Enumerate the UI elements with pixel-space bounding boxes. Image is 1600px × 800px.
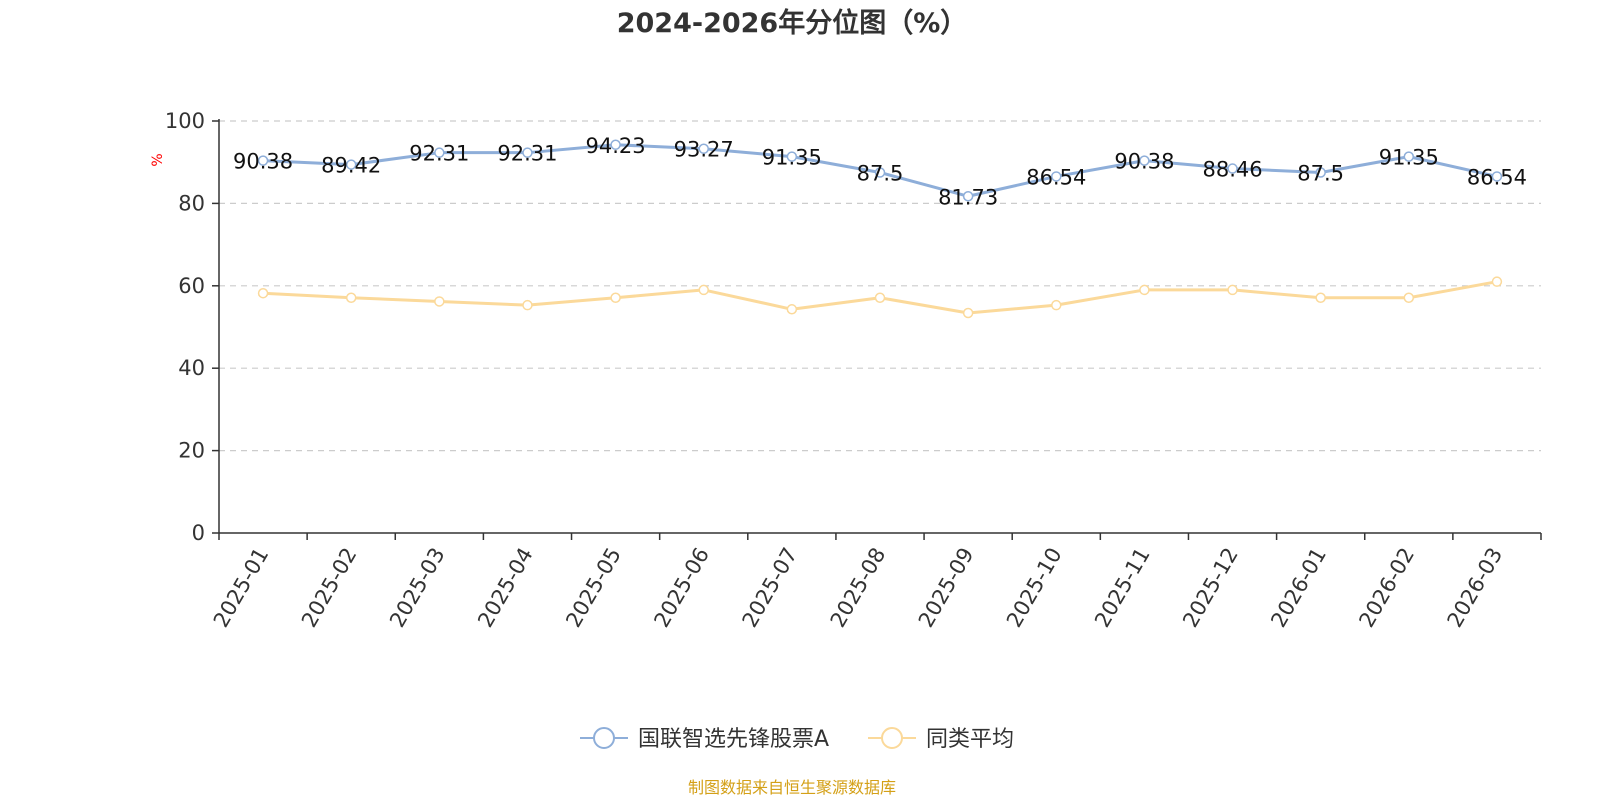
series-0-point <box>698 143 709 154</box>
series-0-point <box>434 147 445 158</box>
series-0-point <box>1139 155 1150 166</box>
series-1-point <box>786 304 798 315</box>
y-tick-label: 60 <box>178 274 205 298</box>
series-1-point <box>1491 276 1503 287</box>
series-1-point <box>874 292 886 303</box>
data-label: 88.46 <box>1202 158 1262 182</box>
data-source-note: 制图数据来自恒生聚源数据库 <box>688 778 896 797</box>
series-1-point <box>962 307 974 319</box>
x-tick-label: 2025-03 <box>385 544 450 632</box>
x-tick-label: 2025-05 <box>561 544 626 632</box>
series-1-point <box>522 299 533 311</box>
series-1-point <box>1403 292 1415 303</box>
x-tick-label: 2025-08 <box>826 544 891 632</box>
legend-item-fund[interactable]: 国联智选先锋股票A <box>580 727 829 752</box>
series-0-point <box>610 139 621 151</box>
data-label: 87.5 <box>857 162 904 186</box>
series-1-point <box>610 292 621 303</box>
series-0-point <box>1051 171 1062 182</box>
series-1-point <box>345 292 357 303</box>
series-0-point <box>522 147 533 158</box>
x-tick-label: 2025-02 <box>297 544 362 632</box>
y-tick-label: 0 <box>192 521 205 545</box>
data-label: 92.31 <box>409 142 469 166</box>
y-tick-label: 100 <box>165 109 205 133</box>
y-tick-label: 40 <box>178 356 205 380</box>
data-label: 90.38 <box>1114 150 1174 174</box>
data-labels: 90.38 89.42 92.31 92.31 94.23 93.27 91.35 87.5 8… <box>233 134 1527 210</box>
x-tick-label: 2025-07 <box>738 544 803 632</box>
series-0-point <box>786 151 798 162</box>
legend-label-fund: 国联智选先锋股票A <box>638 727 829 752</box>
data-label: 89.42 <box>321 154 381 178</box>
data-label: 94.23 <box>586 134 646 158</box>
legend-item-category-average[interactable]: 同类平均 <box>868 727 1014 752</box>
series-0-point <box>1315 167 1326 178</box>
legend-marker-fund <box>593 727 615 749</box>
legend-label-category-average: 同类平均 <box>926 727 1014 752</box>
series-1-point <box>1139 284 1150 296</box>
series-0-point <box>345 159 357 170</box>
series-0-point <box>1491 171 1503 182</box>
series-lines <box>257 139 1503 319</box>
x-tick-label: 2026-03 <box>1443 544 1508 632</box>
legend-marker-category-average <box>881 727 903 749</box>
series-0-point <box>1227 163 1238 174</box>
series-0-point <box>1403 151 1415 162</box>
x-tick-label: 2025-09 <box>914 544 979 632</box>
x-tick-label: 2026-01 <box>1266 544 1331 632</box>
data-label: 81.73 <box>938 185 998 209</box>
data-label: 91.35 <box>762 146 822 170</box>
series-1-point <box>257 287 269 299</box>
data-label: 91.35 <box>1379 146 1439 170</box>
x-tick-label: 2025-01 <box>209 544 274 632</box>
series-0-point <box>257 155 269 166</box>
legend: 国联智选先锋股票A 同类平均 <box>580 727 1014 752</box>
y-axis-ticks: 0 20 40 60 80 100 <box>165 109 219 545</box>
data-label: 86.54 <box>1026 165 1086 189</box>
data-label: 86.54 <box>1467 165 1527 189</box>
data-label: 93.27 <box>674 138 734 162</box>
series-1-point <box>698 284 709 296</box>
x-tick-label: 2025-11 <box>1090 544 1155 632</box>
grid-lines <box>219 120 1541 452</box>
series-1-point <box>1315 292 1326 303</box>
x-tick-label: 2026-02 <box>1354 544 1419 632</box>
y-tick-label: 20 <box>178 439 205 463</box>
x-tick-label: 2025-12 <box>1178 544 1243 632</box>
x-tick-label: 2025-06 <box>649 544 714 632</box>
x-axis-ticks: 2025-01 2025-02 2025-03 2025-04 2025-05 2025-… <box>209 533 1542 632</box>
data-label: 87.5 <box>1297 162 1344 186</box>
chart-title: 2024-2026年分位图（%） <box>617 7 968 39</box>
data-label: 92.31 <box>497 142 557 166</box>
y-tick-label: 80 <box>178 191 205 215</box>
series-0-point <box>962 191 974 202</box>
axes <box>218 119 1541 534</box>
series-1-point <box>1227 284 1238 296</box>
y-axis-label: % <box>150 153 166 166</box>
x-tick-label: 2025-04 <box>473 544 538 632</box>
series-1-point <box>1051 299 1062 311</box>
data-label: 90.38 <box>233 150 293 174</box>
x-tick-label: 2025-10 <box>1002 544 1067 632</box>
series-1-point <box>434 296 445 307</box>
series-0-point <box>874 167 886 178</box>
